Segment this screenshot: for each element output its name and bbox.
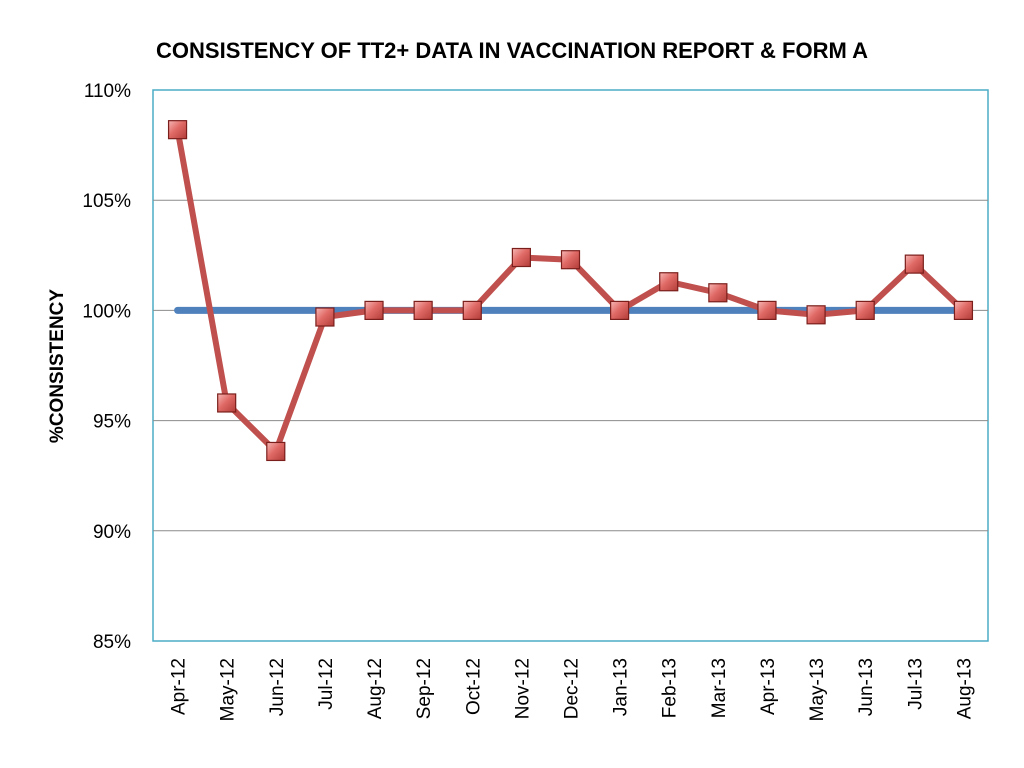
data-point-marker — [904, 254, 924, 274]
data-point-marker — [364, 300, 384, 320]
data-point-marker — [708, 283, 728, 303]
x-tick-label: Mar-13 — [709, 658, 730, 718]
y-tick-label: 100% — [82, 301, 131, 322]
data-point-marker — [610, 300, 630, 320]
x-tick-label: Jul-13 — [905, 658, 926, 710]
x-tick-label: Dec-12 — [562, 658, 583, 719]
x-tick-label: May-13 — [807, 658, 828, 721]
y-tick-label: 110% — [84, 81, 131, 102]
x-axis-ticks: Apr-12 May-12 Jun-12 Jul-12 Aug-12 Sep-12 Oct-… — [169, 658, 976, 721]
data-point-marker — [167, 120, 188, 140]
data-point-marker — [855, 300, 875, 320]
data-point-marker — [413, 300, 433, 320]
plot-area — [152, 89, 989, 642]
data-point-marker — [315, 307, 335, 327]
x-tick-label: Aug-13 — [954, 658, 975, 719]
y-tick-label: 95% — [93, 412, 131, 433]
data-point-marker — [757, 300, 777, 320]
y-tick-label: 105% — [82, 191, 131, 212]
data-point-marker — [462, 300, 482, 320]
x-tick-label: Jun-12 — [267, 658, 288, 716]
data-point-marker — [560, 250, 581, 270]
series-markers — [167, 120, 974, 462]
x-tick-label: Oct-12 — [463, 658, 484, 715]
x-tick-label: Aug-12 — [365, 658, 386, 719]
y-axis-ticks: 85% 90% 95% 100% 105% 110% — [82, 81, 131, 653]
x-tick-label: May-12 — [218, 658, 239, 721]
y-axis-title: %CONSISTENCY — [47, 289, 68, 443]
x-tick-label: Apr-12 — [169, 658, 190, 715]
x-tick-label: Jun-13 — [856, 658, 877, 716]
x-tick-label: Jan-13 — [611, 658, 632, 716]
chart-title: CONSISTENCY OF TT2+ DATA IN VACCINATION … — [156, 38, 868, 63]
data-point-marker — [806, 305, 826, 325]
data-point-marker — [217, 393, 237, 413]
x-tick-label: Sep-12 — [414, 658, 435, 719]
y-tick-label: 90% — [93, 522, 131, 543]
x-tick-label: Jul-12 — [316, 658, 337, 710]
data-point-marker — [953, 300, 974, 320]
data-point-marker — [266, 441, 286, 462]
y-tick-label: 85% — [93, 632, 131, 653]
x-tick-label: Feb-13 — [660, 658, 681, 718]
x-tick-label: Apr-13 — [758, 658, 779, 715]
data-point-marker — [659, 272, 679, 292]
data-point-marker — [511, 247, 531, 268]
x-tick-label: Nov-12 — [512, 658, 533, 719]
